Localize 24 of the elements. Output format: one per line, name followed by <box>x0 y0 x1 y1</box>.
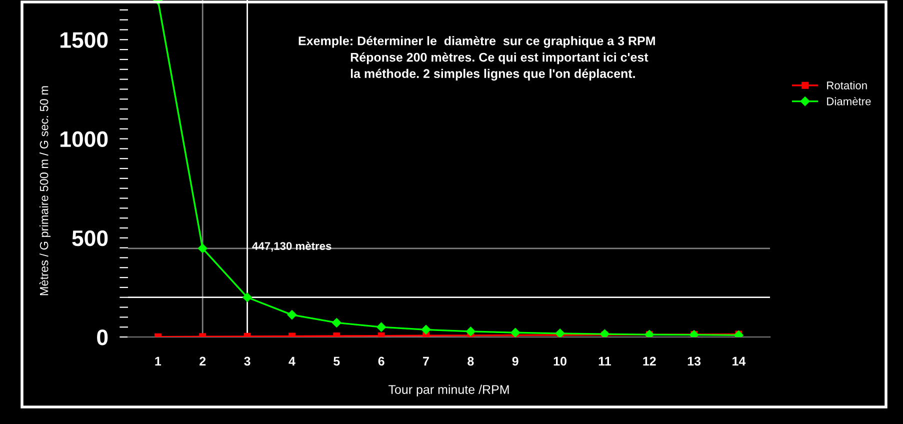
x-tick-label: 1 <box>155 356 162 366</box>
x-tick-label: 12 <box>643 356 656 366</box>
x-tick-label: 6 <box>378 356 384 366</box>
x-tick-label: 13 <box>688 356 701 366</box>
x-tick-label: 8 <box>468 356 474 366</box>
x-tick-label: 10 <box>554 356 566 366</box>
y-tick-label: 500 <box>72 230 108 246</box>
x-tick-label: 5 <box>334 356 340 366</box>
x-tick-label: 2 <box>200 356 206 366</box>
y-tick-label: 0 <box>97 330 108 346</box>
x-tick-label: 14 <box>732 356 746 366</box>
annotation: 447,130 mètres <box>252 242 332 252</box>
legend-label: Rotation <box>827 81 867 90</box>
x-tick-label: 9 <box>512 356 518 366</box>
x-tick-label: 7 <box>423 356 429 366</box>
x-tick-label: 3 <box>244 356 250 366</box>
y-tick-label: 1000 <box>60 131 108 148</box>
annotation: Exemple: Déterminer le diamètre sur ce graphique a 3 RPM Réponse 200 mètres. Ce qui est important ici c'est la méthode. 2 simples lignes que l'on déplacent. <box>298 36 655 81</box>
legend-label: Diamètre <box>827 97 871 106</box>
y-tick-label: 1500 <box>60 32 108 48</box>
y-axis-title: Mètres / G primaire 500 m / G sec. 50 m <box>39 86 51 296</box>
x-axis-title: Tour par minute /RPM <box>388 384 509 396</box>
x-tick-label: 11 <box>598 356 611 366</box>
x-tick-label: 4 <box>288 356 296 366</box>
